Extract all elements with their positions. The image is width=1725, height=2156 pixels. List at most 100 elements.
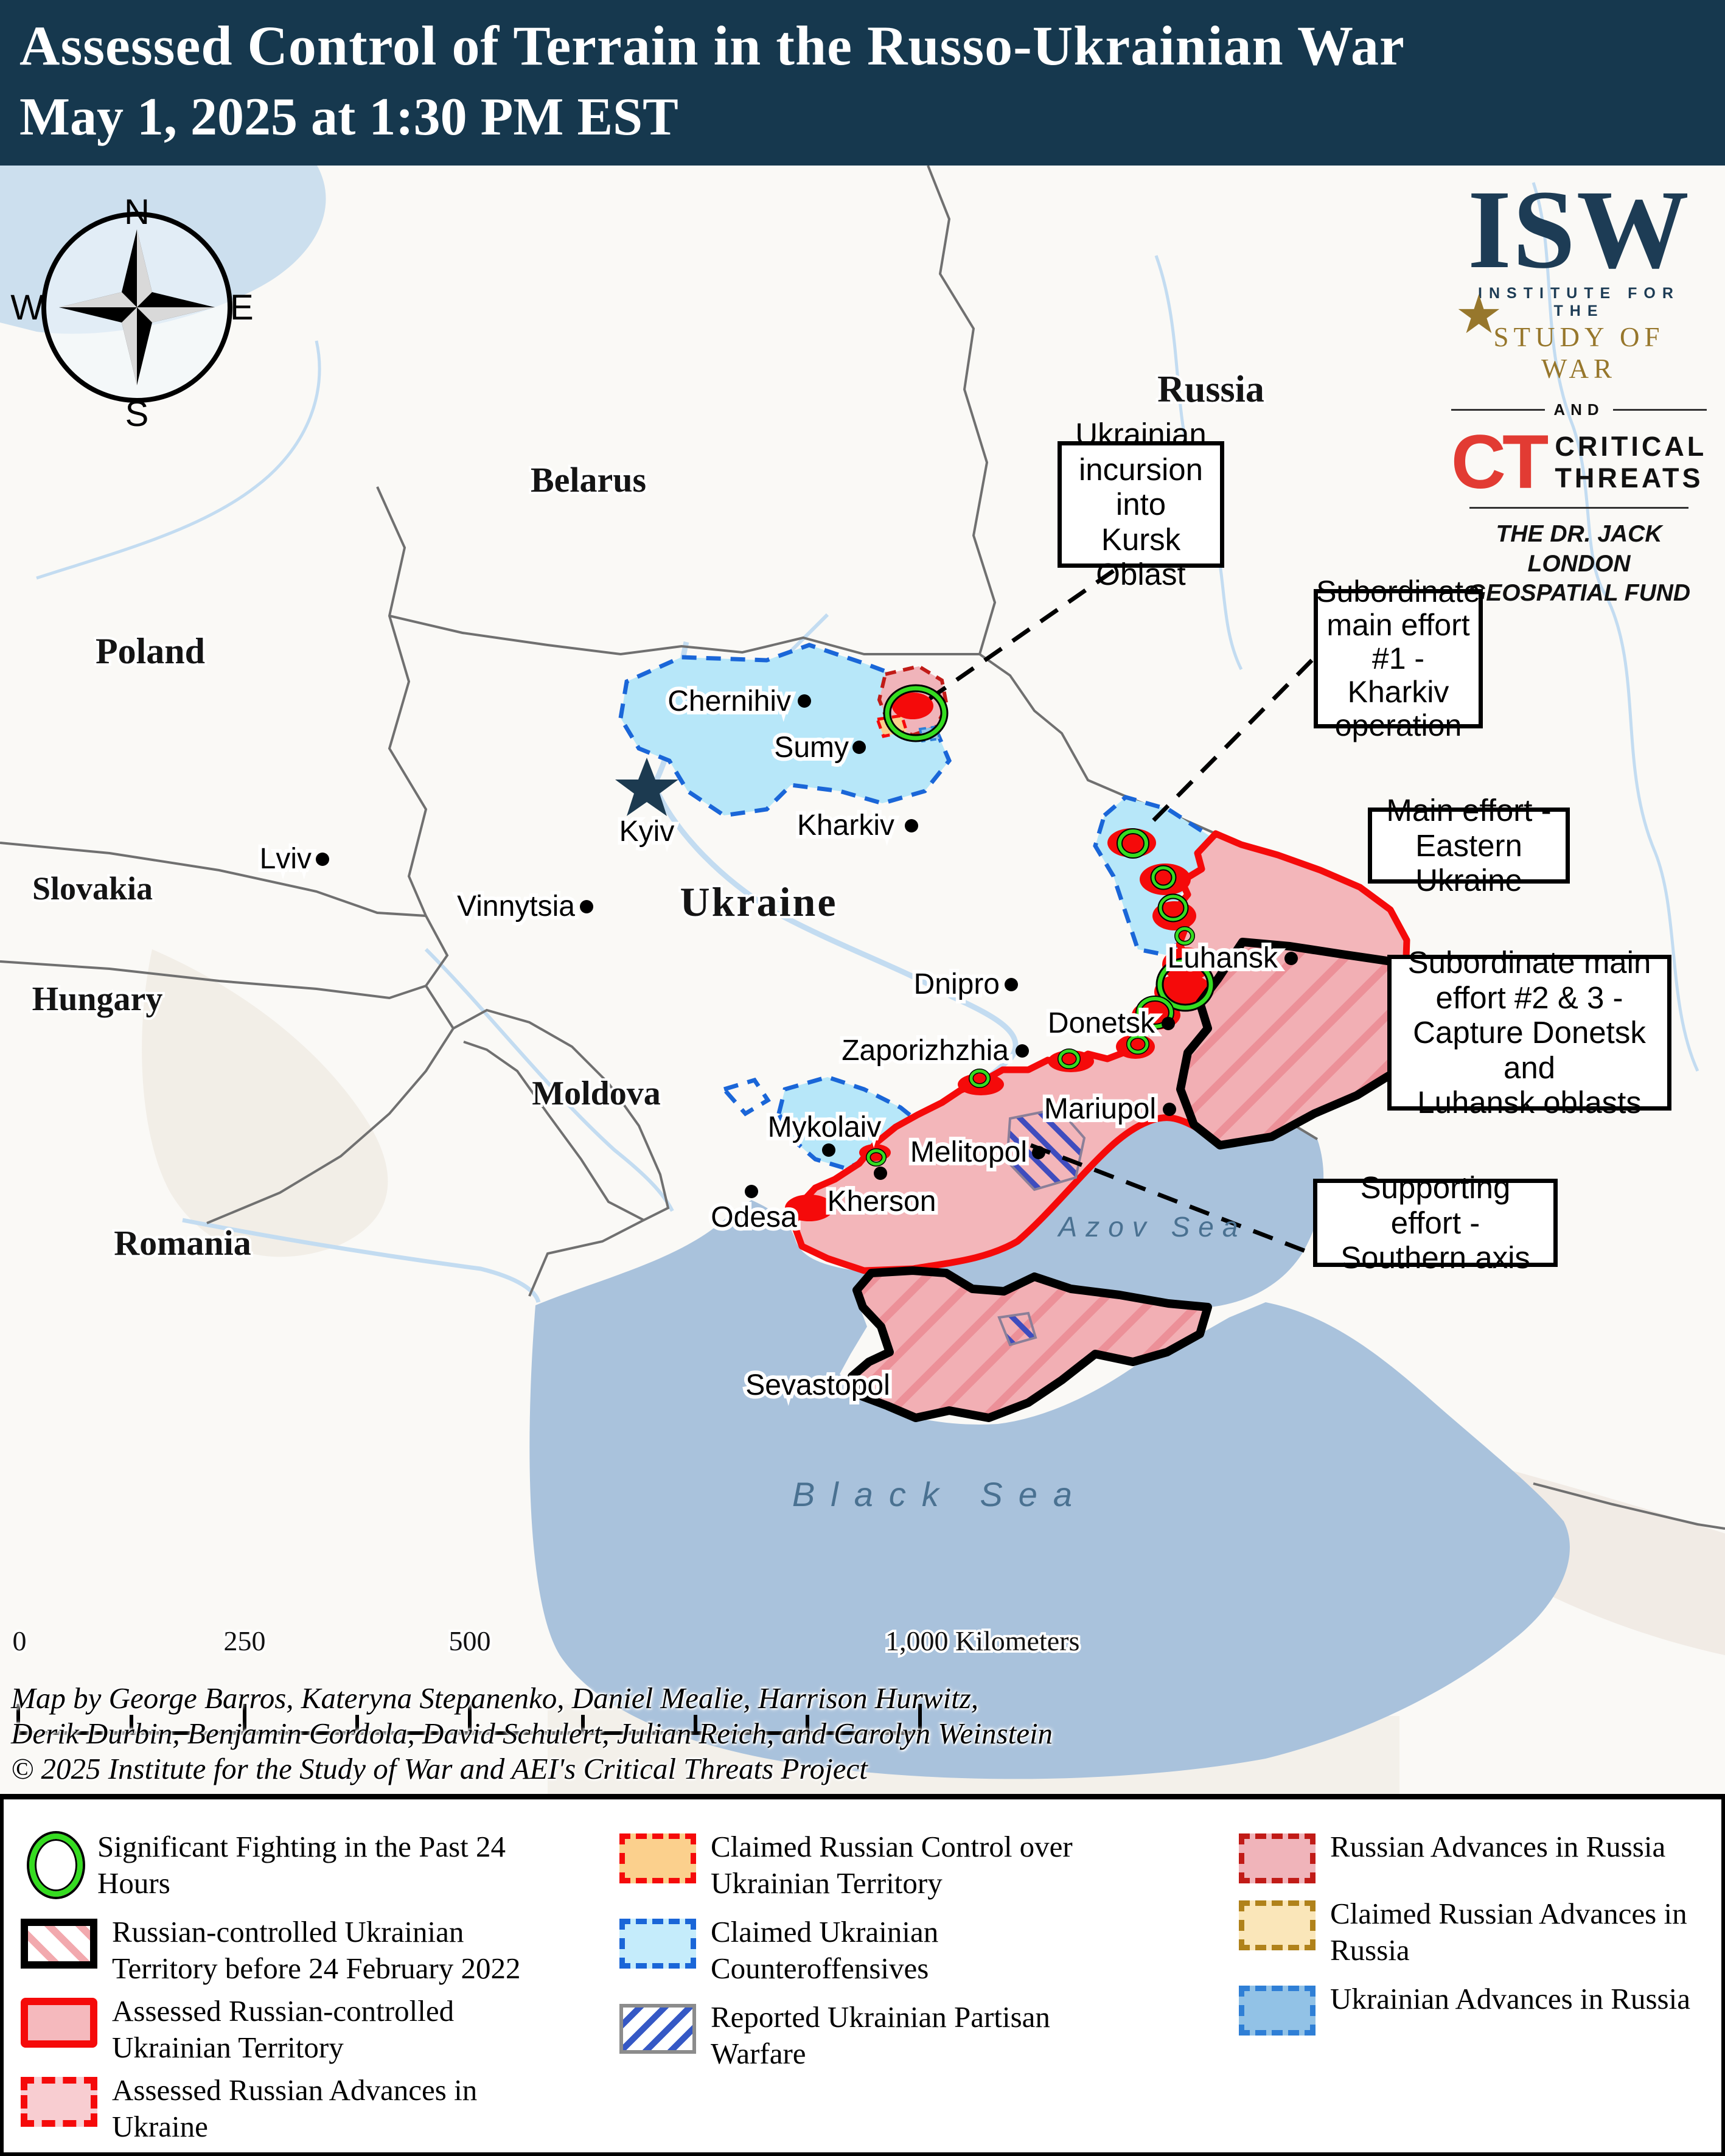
sea-label-azov: Azov Sea xyxy=(1057,1211,1247,1243)
city-label-sumy: Sumy xyxy=(774,731,849,764)
claimed-ukrainian-counteroffensives-swatch xyxy=(619,1919,696,1969)
isw-study-of-war-text: STUDY OF WAR xyxy=(1493,321,1665,384)
azov-sea xyxy=(913,1117,1324,1308)
legend-item-assessed-russian-advances: Assessed Russian Advances in Ukraine xyxy=(21,2072,599,2145)
title-bar: Assessed Control of Terrain in the Russo… xyxy=(0,0,1725,166)
scale-bar: 0 250 500 1,000 Kilometers xyxy=(10,1623,1082,1735)
prewar-crimea xyxy=(848,1266,1212,1422)
black-sea xyxy=(529,1200,1570,1779)
isw-ct-branding: ISW ★ INSTITUTE FOR THE STUDY OF WAR AND… xyxy=(1451,167,1707,609)
country-label-slovakia: Slovakia xyxy=(32,870,153,907)
legend-label: Russian Advances in Russia xyxy=(1330,1830,1666,1863)
scale-tick-1000-label: 1,000 Kilometers xyxy=(885,1625,1079,1656)
kyiv-capital-star xyxy=(615,758,678,816)
legend-label: Claimed Russian Control over Ukrainian T… xyxy=(711,1830,1073,1900)
city-label-kyiv: Kyiv xyxy=(619,815,675,848)
city-label-donetsk: Donetsk xyxy=(1048,1007,1155,1039)
callout-southern-axis: Supporting effort - Southern axis xyxy=(1313,1170,1558,1275)
city-label-melitopol: Melitopol xyxy=(910,1136,1027,1168)
legend-item-russian-advances-in-russia: Russian Advances in Russia xyxy=(1239,1829,1720,1883)
legend-label: Russian-controlled Ukrainian Territory b… xyxy=(112,1915,521,1985)
claimed-russian-control-swatch xyxy=(619,1833,696,1883)
callout-kursk-incursion: Ukrainian incursion into Kursk Oblast xyxy=(1058,417,1224,591)
page-title: Assessed Control of Terrain in the Russo… xyxy=(19,15,1405,77)
legend-item-claimed-ukrainian-counteroffensives: Claimed Ukrainian Counteroffensives xyxy=(619,1914,1204,1987)
city-dots xyxy=(316,694,1298,1198)
carpathians-terrain xyxy=(142,949,388,1257)
city-label-mykolaiv: Mykolaiv xyxy=(768,1111,882,1143)
compass-east-label: E xyxy=(230,288,254,327)
country-label-hungary: Hungary xyxy=(32,980,163,1018)
scale-tick-250-label: 250 xyxy=(224,1625,266,1656)
legend: Significant Fighting in the Past 24 Hour… xyxy=(0,1799,1725,2156)
city-label-dnipro: Dnipro xyxy=(914,968,1000,1000)
russian-advances-in-russia-swatch xyxy=(1239,1833,1316,1883)
compass-south-label: S xyxy=(125,394,149,434)
and-divider: AND xyxy=(1451,400,1707,419)
compass-rose: N E S W xyxy=(10,192,253,434)
country-label-ukraine: Ukraine xyxy=(680,879,838,925)
ukrainian-advances-in-russia-swatch xyxy=(1239,1986,1316,2036)
prewar-donbas xyxy=(1176,938,1415,1150)
isw-logo: ISW xyxy=(1468,167,1690,292)
page-subtitle-date: May 1, 2025 at 1:30 PM EST xyxy=(19,88,678,147)
isw-star-icon: ★ xyxy=(1455,284,1503,344)
legend-label: Claimed Russian Advances in Russia xyxy=(1330,1897,1687,1967)
legend-item-assessed-russian-controlled: Assessed Russian-controlled Ukrainian Te… xyxy=(21,1993,599,2066)
legend-label: Ukrainian Advances in Russia xyxy=(1330,1982,1690,2015)
city-label-sevastopol: Sevastopol xyxy=(745,1369,890,1401)
significant-fighting-swatch xyxy=(27,1831,85,1899)
city-label-lviv: Lviv xyxy=(260,843,312,875)
legend-label: Claimed Ukrainian Counteroffensives xyxy=(711,1915,939,1985)
legend-separator-line xyxy=(0,1794,1725,1799)
legend-item-prewar-russian-controlled: Russian-controlled Ukrainian Territory b… xyxy=(21,1914,599,1987)
prewar-russian-controlled-swatch xyxy=(21,1919,97,1969)
scale-tick-0-label: 0 xyxy=(13,1625,27,1656)
city-label-odesa: Odesa xyxy=(711,1201,797,1233)
assessed-russian-advances-swatch xyxy=(21,2077,97,2127)
significant-fighting-markers xyxy=(866,684,1215,1167)
claimed-russian-advances-in-russia-swatch xyxy=(1239,1900,1316,1950)
legend-item-ukrainian-advances-in-russia: Ukrainian Advances in Russia xyxy=(1239,1981,1720,2036)
sea-label-black: Black Sea xyxy=(792,1475,1088,1513)
country-label-moldova: Moldova xyxy=(532,1075,661,1112)
isw-institute-text: INSTITUTE FOR THE xyxy=(1478,284,1680,319)
ct-critical-text: CRITICAL xyxy=(1555,430,1707,462)
critical-threats-logo: CT CRITICAL THREATS xyxy=(1451,419,1707,504)
city-label-chernihiv: Chernihiv xyxy=(667,685,791,717)
city-label-kherson: Kherson xyxy=(828,1185,936,1218)
and-text: AND xyxy=(1553,400,1605,419)
scale-tick-500-label: 500 xyxy=(449,1625,491,1656)
country-label-russia: Russia xyxy=(1157,369,1264,410)
city-label-luhansk: Luhansk xyxy=(1168,942,1278,974)
compass-west-label: W xyxy=(10,288,44,327)
city-label-vinnytsia: Vinnytsia xyxy=(457,890,575,923)
geospatial-fund-text: THE DR. JACK LONDON GEOSPATIAL FUND xyxy=(1467,520,1691,607)
callout-leader-lines xyxy=(929,569,1314,1256)
ct-monogram: CT xyxy=(1451,419,1549,504)
legend-item-claimed-russian-control: Claimed Russian Control over Ukrainian T… xyxy=(619,1829,1204,1902)
assessed-russian-controlled-swatch xyxy=(21,1998,97,2048)
callout-kharkiv-operation: Subordinate main effort #1 - Kharkiv ope… xyxy=(1314,575,1483,742)
country-label-poland: Poland xyxy=(96,631,205,671)
city-label-zaporizhzhia: Zaporizhzhia xyxy=(842,1034,1009,1067)
legend-item-reported-partisan-warfare: Reported Ukrainian Partisan Warfare xyxy=(619,1999,1204,2072)
country-label-belarus: Belarus xyxy=(531,460,646,500)
legend-label: Assessed Russian-controlled Ukrainian Te… xyxy=(112,1994,455,2064)
legend-label: Reported Ukrainian Partisan Warfare xyxy=(711,2000,1050,2070)
compass-north-label: N xyxy=(124,192,150,232)
callout-capture-donetsk-luhansk: Subordinate main effort #2 & 3 - Capture… xyxy=(1387,945,1671,1120)
country-label-romania: Romania xyxy=(114,1223,251,1263)
callout-main-effort-eastern-ukraine: Main effort - Eastern Ukraine xyxy=(1368,793,1570,898)
reported-partisan-warfare-swatch xyxy=(619,2004,696,2054)
legend-item-claimed-russian-advances-in-russia: Claimed Russian Advances in Russia xyxy=(1239,1896,1720,1969)
kursk-advance-blob xyxy=(892,693,933,719)
country-borders xyxy=(0,165,1725,1530)
city-label-kharkiv: Kharkiv xyxy=(797,809,894,842)
map-credits: Map by George Barros, Kateryna Stepanenk… xyxy=(11,1681,1053,1785)
ct-threats-text: THREATS xyxy=(1555,462,1704,494)
city-label-mariupol: Mariupol xyxy=(1044,1093,1156,1125)
legend-item-significant-fighting: Significant Fighting in the Past 24 Hour… xyxy=(21,1829,599,1902)
legend-label: Significant Fighting in the Past 24 Hour… xyxy=(97,1830,506,1900)
